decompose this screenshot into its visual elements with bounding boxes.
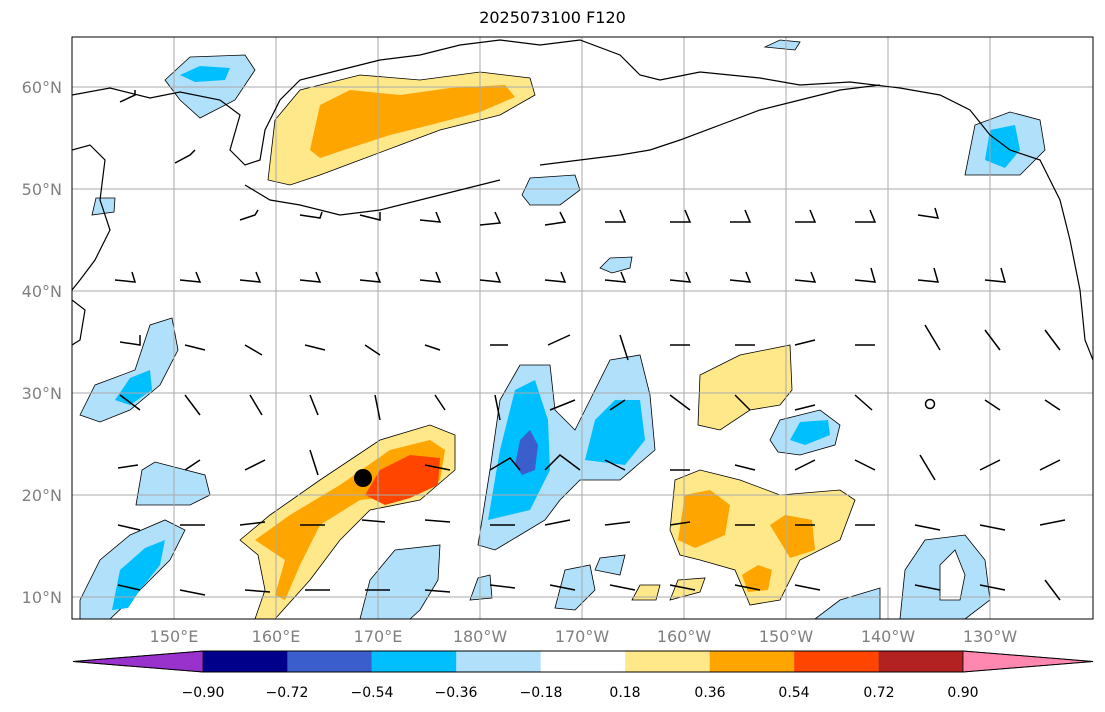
- colorbar-tick-label: −0.54: [351, 685, 394, 701]
- storm-center-marker: [354, 469, 372, 487]
- colorbar-segment: [709, 651, 795, 672]
- lat-label: 20°N: [22, 486, 62, 505]
- minor-circle-marker: [924, 398, 936, 410]
- colorbar-tick-label: −0.72: [266, 685, 309, 701]
- colorbar-segment: [456, 651, 541, 672]
- coastlines: [72, 39, 1093, 361]
- colorbar-tick-label: 0.18: [609, 685, 640, 701]
- lat-label: 30°N: [22, 384, 62, 403]
- map-title: 2025073100 F120: [479, 8, 626, 27]
- lon-label: 170°E: [354, 627, 403, 646]
- lon-label: 140°W: [861, 627, 916, 646]
- lon-label: 180°W: [453, 627, 508, 646]
- lon-label: 160°E: [252, 627, 301, 646]
- colorbar-extend-high: [962, 650, 1094, 673]
- lat-label: 40°N: [22, 282, 62, 301]
- lon-label: 130°W: [963, 627, 1018, 646]
- colorbar-segment: [625, 651, 710, 672]
- colorbar-tick-label: −0.18: [520, 685, 563, 701]
- colorbar-tick-label: −0.90: [182, 685, 225, 701]
- longitude-labels: 150°E 160°E 170°E 180°W 170°W 160°W 150°…: [150, 627, 1018, 646]
- colorbar-tick-label: 0.36: [694, 685, 725, 701]
- colorbar-tick-label: −0.36: [435, 685, 478, 701]
- colorbar-segment: [794, 651, 879, 672]
- colorbar-segment: [878, 651, 963, 672]
- latitude-labels: 60°N 50°N 40°N 30°N 20°N 10°N: [22, 78, 62, 607]
- anomaly-shading: [79, 39, 1046, 619]
- lon-label: 150°W: [759, 627, 814, 646]
- lon-label: 150°E: [150, 627, 199, 646]
- map-border: [71, 36, 1094, 620]
- colorbar-ticks: −0.90 −0.72 −0.54 −0.36 −0.18 0.18 0.36 …: [182, 685, 979, 701]
- graticule: [72, 37, 1093, 619]
- colorbar-segment: [540, 651, 626, 672]
- colorbar-tick-label: 0.90: [947, 685, 978, 701]
- colorbar-segment: [287, 651, 372, 672]
- lon-label: 160°W: [657, 627, 712, 646]
- lat-label: 50°N: [22, 180, 62, 199]
- lat-label: 10°N: [22, 588, 62, 607]
- lat-label: 60°N: [22, 78, 62, 97]
- colorbar-tick-label: 0.54: [778, 685, 809, 701]
- colorbar-segment: [371, 651, 457, 672]
- colorbar-segment: [203, 651, 288, 672]
- colorbar-tick-label: 0.72: [863, 685, 894, 701]
- lon-label: 170°W: [555, 627, 610, 646]
- colorbar-extend-low: [72, 650, 204, 673]
- colorbar: −0.90 −0.72 −0.54 −0.36 −0.18 0.18 0.36 …: [72, 650, 1094, 701]
- wind-barbs: [114, 90, 1066, 601]
- colorbar-outline: [72, 650, 1094, 673]
